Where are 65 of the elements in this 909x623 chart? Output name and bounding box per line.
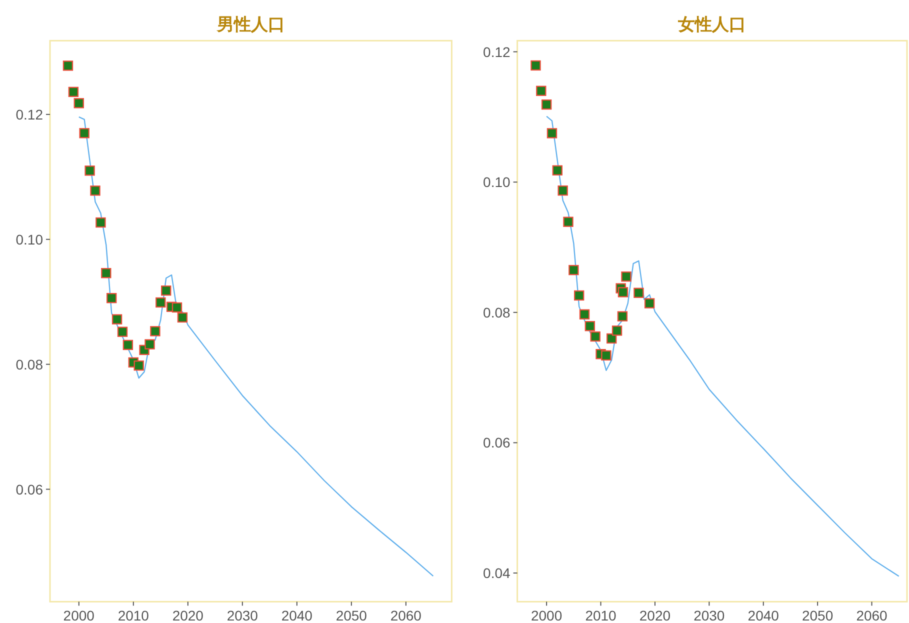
x-tick-label: 2050: [336, 608, 368, 623]
line-series: [78, 116, 434, 577]
point: [558, 185, 568, 196]
y-tick-label: 0.10: [483, 174, 511, 190]
point: [618, 287, 628, 298]
point: [546, 128, 558, 138]
point: [96, 217, 106, 228]
point: [117, 326, 128, 337]
chart-title: 女性人口: [677, 15, 746, 35]
x-tick-label: 2000: [530, 608, 562, 623]
x-tick-label: 2060: [390, 608, 422, 623]
y-tick-label: 0.04: [483, 565, 511, 582]
y-tick-label: 0.06: [483, 434, 511, 451]
y-tick-label: 0.06: [16, 481, 44, 498]
point: [134, 360, 144, 371]
point: [101, 268, 112, 278]
y-tick-label: 0.12: [16, 106, 44, 122]
point: [84, 166, 95, 176]
point: [106, 292, 117, 304]
y-tick-label: 0.08: [16, 356, 44, 372]
point: [590, 331, 600, 342]
point: [160, 285, 172, 296]
point: [621, 271, 632, 282]
point: [601, 350, 612, 361]
point: [177, 312, 188, 323]
x-tick-label: 2060: [856, 608, 888, 623]
point: [90, 186, 100, 196]
point: [144, 339, 155, 350]
chart-title: 男性人口: [216, 15, 285, 35]
y-tick-label: 0.10: [16, 231, 44, 248]
point: [574, 290, 584, 301]
x-tick-label: 2050: [802, 608, 834, 623]
point: [584, 320, 596, 332]
x-tick-label: 2020: [172, 608, 204, 623]
x-tick-label: 2030: [694, 608, 725, 623]
point: [530, 60, 541, 71]
point: [644, 298, 655, 308]
x-tick-label: 2030: [226, 608, 258, 623]
point: [112, 314, 122, 324]
point: [62, 60, 74, 71]
point: [156, 297, 166, 308]
point: [172, 302, 182, 313]
point: [79, 128, 90, 138]
point: [563, 216, 574, 227]
x-tick-label: 2010: [118, 608, 150, 623]
line-series: [546, 116, 900, 577]
point: [612, 326, 622, 336]
point: [150, 326, 160, 336]
point: [122, 340, 134, 350]
point: [617, 311, 628, 322]
x-tick-label: 2000: [63, 608, 95, 623]
point: [68, 86, 79, 98]
point: [568, 264, 579, 276]
x-tick-label: 2040: [748, 608, 780, 623]
point: [541, 99, 552, 110]
x-tick-label: 2040: [281, 608, 313, 623]
point: [634, 288, 644, 298]
point: [536, 86, 546, 96]
x-tick-label: 2020: [639, 608, 671, 623]
point: [74, 98, 84, 108]
point: [579, 309, 590, 320]
x-tick-label: 2010: [585, 608, 617, 623]
y-tick-label: 0.08: [483, 304, 511, 320]
point: [552, 165, 563, 176]
y-tick-label: 0.12: [483, 44, 511, 60]
